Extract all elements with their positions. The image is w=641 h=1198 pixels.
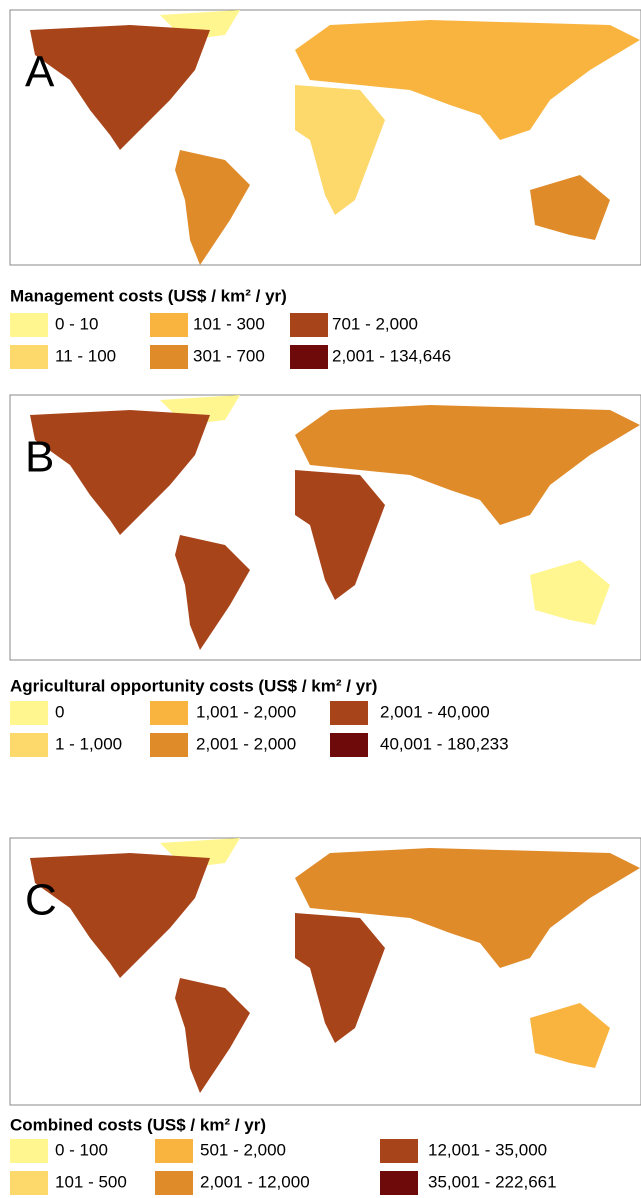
map-a bbox=[9, 9, 641, 266]
legend-label: 35,001 - 222,661 bbox=[428, 1172, 557, 1191]
panel-letter: B bbox=[25, 433, 54, 482]
map-c bbox=[9, 837, 641, 1106]
legend-label: 0 bbox=[55, 702, 64, 721]
legend-label: 2,001 - 40,000 bbox=[380, 702, 490, 721]
legend-label: 1 - 1,000 bbox=[55, 734, 122, 753]
legend-swatch bbox=[10, 313, 48, 337]
legend-swatch bbox=[380, 1139, 418, 1163]
legend-swatch bbox=[10, 1171, 48, 1195]
legend-swatch bbox=[10, 733, 48, 757]
legend-title: Agricultural opportunity costs (US$ / km… bbox=[10, 676, 377, 695]
legend-swatch bbox=[380, 1171, 418, 1195]
legend-label: 11 - 100 bbox=[55, 346, 116, 365]
legend-swatch bbox=[290, 313, 328, 337]
legend-swatch bbox=[155, 1139, 193, 1163]
legend-swatch bbox=[10, 701, 48, 725]
legend-label: 2,001 - 12,000 bbox=[200, 1172, 310, 1191]
legend-label: 2,001 - 134,646 bbox=[332, 346, 451, 365]
legend-title: Management costs (US$ / km² / yr) bbox=[10, 286, 287, 305]
panel-letter: A bbox=[25, 48, 55, 97]
legend-swatch bbox=[150, 733, 188, 757]
legend-label: 101 - 500 bbox=[55, 1172, 127, 1191]
legend-swatch bbox=[10, 1139, 48, 1163]
legend-label: 12,001 - 35,000 bbox=[428, 1140, 547, 1159]
legend-label: 2,001 - 2,000 bbox=[196, 734, 296, 753]
legend-label: 0 - 100 bbox=[55, 1140, 108, 1159]
legend-swatch bbox=[330, 733, 368, 757]
map-b bbox=[9, 394, 641, 661]
legend-title: Combined costs (US$ / km² / yr) bbox=[10, 1115, 266, 1134]
legend-swatch bbox=[150, 345, 188, 369]
legend-label: 501 - 2,000 bbox=[200, 1140, 286, 1159]
legend-label: 701 - 2,000 bbox=[332, 314, 418, 333]
panel-letter: C bbox=[25, 876, 57, 925]
legend-label: 301 - 700 bbox=[193, 346, 265, 365]
legend-label: 1,001 - 2,000 bbox=[196, 702, 296, 721]
legend-label: 0 - 10 bbox=[55, 314, 98, 333]
legend-swatch bbox=[150, 701, 188, 725]
legend-swatch bbox=[10, 345, 48, 369]
legend-swatch bbox=[155, 1171, 193, 1195]
legend-swatch bbox=[150, 313, 188, 337]
legend-swatch bbox=[330, 701, 368, 725]
legend-label: 101 - 300 bbox=[193, 314, 265, 333]
legend-swatch bbox=[290, 345, 328, 369]
legend-label: 40,001 - 180,233 bbox=[380, 734, 509, 753]
